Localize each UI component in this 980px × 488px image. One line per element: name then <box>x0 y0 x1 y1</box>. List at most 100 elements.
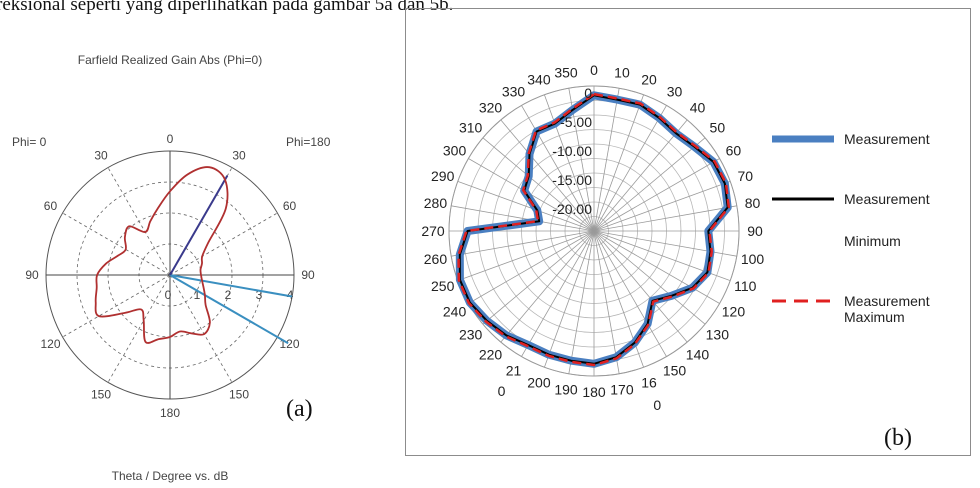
chart-b-radial-tick: -15.00 <box>552 172 592 188</box>
chart-b-angle-label: 120 <box>722 304 746 320</box>
chart-a-angle-label: 60 <box>44 199 58 213</box>
chart-a-panel-label: (a) <box>286 396 313 422</box>
chart-a-spoke <box>169 212 278 276</box>
chart-a-spoke <box>62 274 171 338</box>
chart-b-angle-label: 340 <box>527 72 551 88</box>
chart-b-spoke <box>468 230 595 304</box>
chart-b-spoke <box>593 230 720 304</box>
chart-b-spoke <box>451 230 595 257</box>
chart-a-spoke <box>107 274 171 383</box>
chart-b-spoke <box>451 205 595 232</box>
chart-a-angle-label: 30 <box>232 148 246 162</box>
caption-fragment: reksional seperti yang diperlihatkan pad… <box>0 0 454 15</box>
chart-a-radial-tick: 2 <box>225 288 232 302</box>
chart-b-spoke <box>500 230 595 343</box>
chart-b-spoke <box>544 94 595 232</box>
chart-b-angle-label: 330 <box>502 84 526 100</box>
chart-b-angle-label: 140 <box>686 346 710 362</box>
chart-b-angle-label: 170 <box>610 382 634 398</box>
chart-b-angle-label: 150 <box>663 362 687 378</box>
chart-b-angle-label: 240 <box>443 304 467 320</box>
chart-b-spoke <box>593 88 620 232</box>
chart-b-angle-label: 280 <box>424 195 448 211</box>
chart-a-main-lobe-line <box>169 175 229 276</box>
chart-b-angle-label: 90 <box>747 223 763 239</box>
chart-b-angle-label: 180 <box>582 384 606 400</box>
chart-b-angle-label: 260 <box>424 251 448 267</box>
chart-b-angle-label: 310 <box>459 120 483 136</box>
chart-a-angle-label: 180 <box>160 406 180 420</box>
chart-b-angle-label: 200 <box>527 374 551 390</box>
chart-a-radial-tick: 4 <box>287 288 294 302</box>
chart-a-angle-label: 30 <box>94 148 108 162</box>
chart-a-angle-label: 0 <box>167 132 174 146</box>
chart-b-radial-tick: -20.00 <box>552 201 592 217</box>
chart-b-spoke <box>593 230 706 325</box>
chart-a-ref-line <box>169 274 289 345</box>
chart-b-angle-label: 0 <box>653 397 661 413</box>
chart-a-ref-line <box>169 274 293 298</box>
chart-a-angle-label: 90 <box>301 268 315 282</box>
chart-b-angle-label: 20 <box>641 72 657 88</box>
chart-b-angle-label: 21 <box>506 362 522 378</box>
chart-b-series-line <box>457 92 731 367</box>
chart-b-angle-label: 320 <box>479 100 503 116</box>
chart-b-spoke <box>593 137 706 232</box>
chart-b-angle-label: 40 <box>690 100 706 116</box>
chart-b-spoke <box>521 230 595 357</box>
chart-b-angle-label: 10 <box>614 64 630 80</box>
chart-b-angle-label: 270 <box>421 223 445 239</box>
chart-a-radial-tick: 0 <box>165 288 172 302</box>
chart-b-spoke <box>521 105 595 232</box>
chart-b-radial-tick: -10.00 <box>552 143 592 159</box>
chart-b-angle-label: 0 <box>590 62 598 78</box>
chart-b-spoke <box>593 119 688 232</box>
chart-b-legend-label: Maximum <box>844 309 905 325</box>
chart-b-spoke <box>500 119 595 232</box>
chart-b-angle-label: 60 <box>726 143 742 159</box>
chart-a-spoke <box>62 212 171 276</box>
chart-b-spoke <box>593 230 667 357</box>
chart-a-pattern-line <box>94 166 229 344</box>
chart-a-angle-label: 150 <box>229 388 249 402</box>
chart-b-spoke <box>457 181 595 232</box>
chart-b-angle-label: 130 <box>706 326 730 342</box>
chart-b-spoke <box>593 181 731 232</box>
chart-a-angle-label: 120 <box>40 337 60 351</box>
chart-a-angle-label: 90 <box>25 268 39 282</box>
chart-b-legend-label: Minimum <box>844 233 901 249</box>
chart-b-panel-label: (b) <box>884 425 912 451</box>
chart-b-angle-label: 290 <box>431 168 455 184</box>
chart-b-angle-label: 50 <box>710 120 726 136</box>
chart-a-radial-tick: 1 <box>194 288 201 302</box>
chart-a-angle-label: 60 <box>283 199 297 213</box>
chart-a-x-label: Theta / Degree vs. dB <box>112 469 229 483</box>
chart-b-angle-label: 80 <box>745 195 761 211</box>
chart-a-spoke <box>169 274 233 383</box>
chart-b-angle-label: 70 <box>738 168 754 184</box>
chart-b-spoke <box>568 230 595 374</box>
chart-a-left-label: Phi= 0 <box>12 135 47 149</box>
chart-b-angle-label: 300 <box>443 143 467 159</box>
chart-b-frame: -20.00 -15.00 -10.00 -5.00 0 0 10 20 30 40 50 60 70 8… <box>405 8 971 456</box>
chart-b-spoke <box>544 230 595 368</box>
chart-b-angle-label: 230 <box>459 326 483 342</box>
chart-b-spoke <box>593 158 720 232</box>
chart-b-legend-label: Measurement <box>844 191 930 207</box>
chart-b-angle-label: 190 <box>554 382 578 398</box>
chart-b-spoke <box>593 205 737 232</box>
chart-a-angle-label: 150 <box>91 388 111 402</box>
chart-b-legend-label: Measurement <box>844 131 930 147</box>
chart-b-radial-tick: 0 <box>584 85 592 101</box>
chart-b-angle-label: 220 <box>479 346 503 362</box>
chart-b-spoke <box>593 230 688 343</box>
chart-b-angle-label: 16 <box>641 374 657 390</box>
chart-b-angle-label: 30 <box>667 84 683 100</box>
chart-a-spoke <box>107 167 171 276</box>
polar-chart-a: Farfield Realized Gain Abs (Phi=0) Phi= … <box>12 53 331 483</box>
chart-b-legend-label: Measurement <box>844 293 930 309</box>
chart-b-angle-label: 250 <box>431 278 455 294</box>
chart-b-angle-label: 350 <box>554 64 578 80</box>
chart-b-spoke <box>593 94 644 232</box>
